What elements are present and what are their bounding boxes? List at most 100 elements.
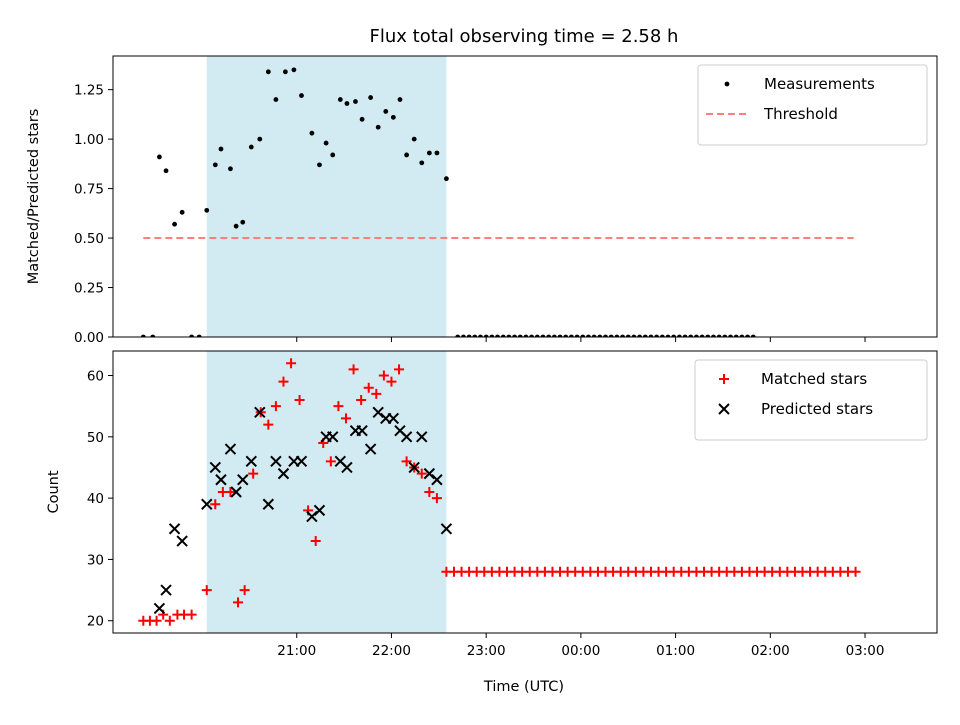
plot-area <box>140 67 854 337</box>
legend-key-predicted <box>718 403 730 415</box>
matched-stars-point <box>248 468 259 479</box>
observing-window-span <box>206 56 447 337</box>
measurement-point <box>228 166 233 172</box>
x-tick-label: 21:00 <box>277 643 316 659</box>
measurement-point <box>344 101 350 106</box>
measurement-point <box>659 334 665 337</box>
measurement-point <box>172 221 177 227</box>
series-predicted-stars <box>153 406 453 615</box>
predicted-stars-point <box>327 431 339 443</box>
predicted-stars-point <box>387 412 400 425</box>
measurement-point <box>534 334 540 337</box>
matched-stars-point <box>325 456 336 467</box>
predicted-stars-point <box>400 431 413 443</box>
axes-frame <box>112 55 938 338</box>
matched-stars-point <box>310 536 321 547</box>
measurement-point <box>233 223 239 229</box>
y-tick-label: 0.75 <box>74 182 104 198</box>
matched-stars-point <box>356 395 367 406</box>
measurement-point <box>631 334 637 337</box>
predicted-stars-point <box>356 424 368 437</box>
predicted-stars-point <box>423 467 436 480</box>
measurement-point <box>551 334 557 337</box>
matched-stars-point <box>239 585 250 596</box>
matched-stars-point <box>371 388 382 399</box>
measurement-point <box>676 334 682 337</box>
measurement-point <box>265 69 271 75</box>
matched-stars-point <box>340 413 351 424</box>
measurement-point <box>597 334 603 337</box>
measurement-point <box>472 334 478 337</box>
predicted-stars-point <box>364 443 377 455</box>
measurement-point <box>434 150 440 156</box>
y-tick-label: 40 <box>87 491 104 507</box>
measurement-point <box>397 97 403 102</box>
y-axis-label: Matched/Predicted stars <box>26 109 42 285</box>
measurement-point <box>671 334 677 337</box>
measurement-point <box>337 97 343 102</box>
x-tick-label: 23:00 <box>467 643 506 659</box>
measurement-point <box>699 334 705 337</box>
plot-area <box>138 358 861 626</box>
measurement-point <box>248 144 254 150</box>
predicted-stars-point <box>431 474 443 486</box>
measurement-point <box>330 152 336 158</box>
measurement-point <box>620 334 625 337</box>
measurement-point <box>257 136 263 142</box>
measurement-point <box>204 207 210 213</box>
predicted-stars-point <box>176 535 188 547</box>
observing-window-span <box>206 351 447 633</box>
measurement-point <box>179 209 185 215</box>
measurement-point <box>546 334 552 337</box>
predicted-stars-point <box>306 510 318 523</box>
predicted-stars-point <box>168 523 181 535</box>
y-tick-label: 1.25 <box>74 83 104 99</box>
matched-stars-point <box>416 468 427 479</box>
matched-stars-point <box>386 376 397 387</box>
measurement-point <box>506 334 512 337</box>
predicted-stars-point <box>440 523 453 535</box>
measurement-point <box>383 109 389 114</box>
measurement-point <box>614 334 620 337</box>
measurement-point <box>375 124 381 130</box>
legend-label: Threshold <box>763 105 838 123</box>
y-axis-label: Count <box>46 470 62 513</box>
matched-stars-point <box>401 456 412 467</box>
measurement-point <box>189 334 195 337</box>
measurement-point <box>716 334 722 337</box>
measurement-point <box>608 334 614 337</box>
measurement-point <box>323 140 329 146</box>
legend: Measurements Threshold <box>697 64 928 146</box>
measurement-point <box>750 334 756 337</box>
measurement-point <box>540 334 546 337</box>
measurement-point <box>722 334 728 337</box>
measurement-point <box>240 219 246 225</box>
x-tick-label: 02:00 <box>751 643 790 659</box>
predicted-stars-point <box>153 602 166 615</box>
matched-stars-point <box>151 615 162 626</box>
matched-stars-point <box>850 566 861 577</box>
predicted-stars-point <box>230 486 242 498</box>
measurement-point <box>212 162 218 168</box>
predicted-stars-point <box>270 455 282 468</box>
measurement-point <box>563 334 569 337</box>
measurement-point <box>512 334 517 337</box>
measurement-point <box>299 93 304 98</box>
matched-stars-point <box>186 609 197 620</box>
measurement-point <box>359 116 365 122</box>
predicted-stars-point <box>237 474 249 486</box>
predicted-stars-point <box>254 406 266 419</box>
legend-label: Measurements <box>764 75 875 93</box>
matched-stars-point <box>348 364 359 375</box>
measurement-point <box>390 114 396 120</box>
measurement-point <box>523 334 529 337</box>
measurement-point <box>489 334 495 337</box>
measurement-point <box>728 334 733 337</box>
x-tick-label: 22:00 <box>372 643 411 659</box>
measurement-point <box>196 334 202 337</box>
matched-stars-point <box>201 585 212 596</box>
measurement-point <box>574 334 580 337</box>
y-tick-label: 50 <box>87 430 104 446</box>
predicted-stars-point <box>160 584 172 596</box>
